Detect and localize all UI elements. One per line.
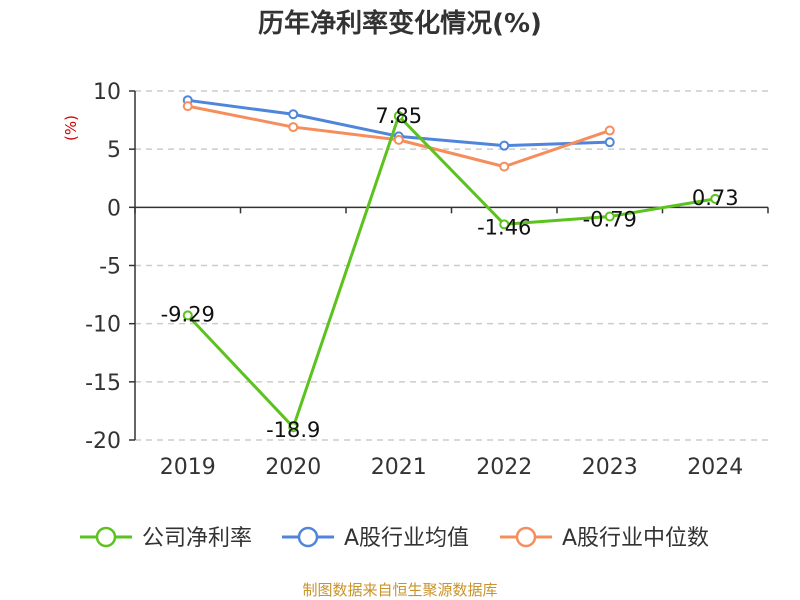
grid-lines (135, 90, 768, 441)
data-point (288, 122, 299, 133)
data-labels: -9.29 -18.9 7.85 -1.46 -0.79 0.73 (161, 104, 739, 442)
y-tick-label: -5 (99, 255, 121, 280)
data-point (604, 211, 615, 222)
data-point (182, 101, 193, 112)
data-label: -1.46 (477, 215, 531, 239)
x-tick-label: 2020 (265, 455, 321, 480)
source-note: 制图数据来自恒生聚源数据库 (302, 581, 497, 599)
y-tick-label: 5 (107, 138, 121, 163)
data-point (604, 125, 615, 136)
legend-marker (297, 526, 319, 548)
data-label: -18.9 (266, 418, 320, 442)
data-label: 7.85 (375, 104, 422, 128)
data-point (288, 109, 299, 120)
series-layer (182, 95, 721, 433)
x-tick-label: 2024 (687, 455, 743, 480)
data-label: -0.79 (583, 208, 637, 232)
data-point (182, 310, 193, 321)
data-point (710, 193, 721, 204)
chart-title: 历年净利率变化情况(%) (258, 8, 542, 39)
axes: 10 5 0 -5 -10 -15 -20 2019 2020 2021 2022 2023 2024 (85, 80, 769, 480)
data-label: 0.73 (692, 186, 739, 210)
legend-marker (515, 526, 537, 548)
data-point (604, 137, 615, 148)
y-axis-label: (%) (62, 115, 80, 141)
y-tick-label: 10 (93, 80, 121, 105)
legend-marker (95, 526, 117, 548)
legend-label: A股行业中位数 (562, 526, 709, 551)
y-tick-label: -15 (85, 371, 121, 396)
legend-label: A股行业均值 (344, 526, 469, 551)
series-line (186, 114, 716, 429)
y-tick-label: -10 (85, 313, 121, 338)
x-tick-label: 2021 (371, 455, 427, 480)
legend-label: 公司净利率 (142, 526, 252, 551)
y-tick-label: 0 (107, 196, 121, 221)
x-tick-label: 2023 (582, 455, 638, 480)
data-point (288, 422, 299, 433)
data-point (393, 134, 404, 145)
x-tick-label: 2019 (160, 455, 216, 480)
legend: 公司净利率 A股行业均值 A股行业中位数 (80, 526, 709, 551)
data-label: -9.29 (161, 302, 215, 326)
data-point (499, 161, 510, 172)
data-point (499, 140, 510, 151)
data-point (393, 111, 404, 122)
y-tick-label: -20 (85, 429, 121, 454)
x-tick-label: 2022 (476, 455, 532, 480)
data-point (499, 219, 510, 230)
